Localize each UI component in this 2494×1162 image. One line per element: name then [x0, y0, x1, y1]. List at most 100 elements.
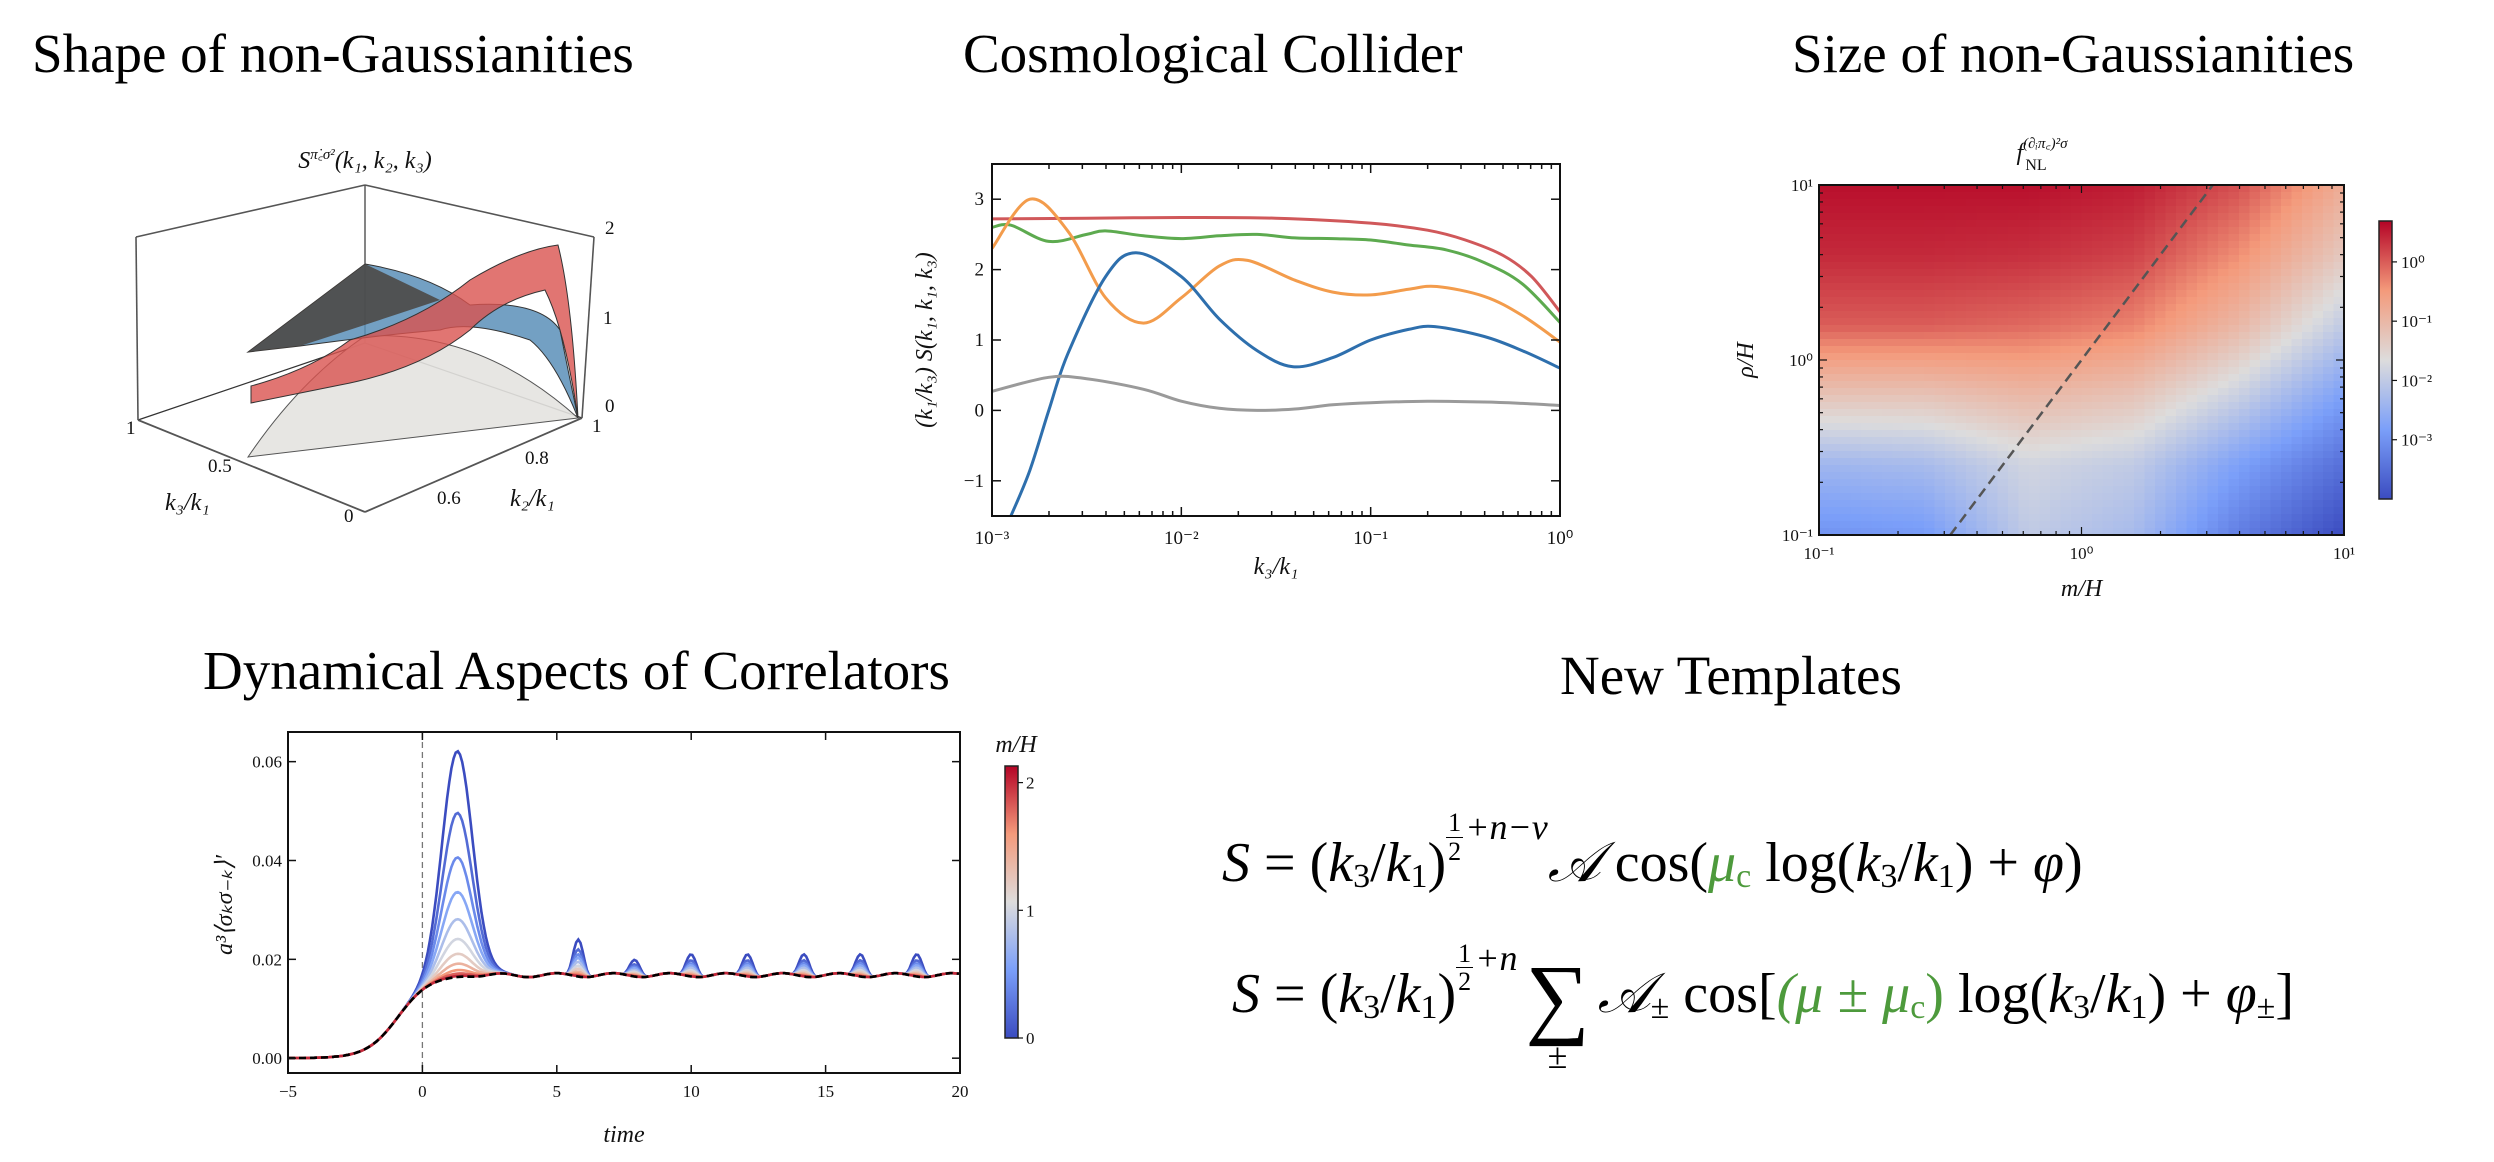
heatmap-cell [2270, 402, 2282, 410]
heatmap-cell [2155, 276, 2167, 284]
heatmap-cell [2144, 332, 2156, 340]
heatmap-cell [2092, 479, 2104, 487]
heatmap-cell [1882, 402, 1894, 410]
heatmap-cell [2207, 227, 2219, 235]
heatmap-cell [2102, 479, 2114, 487]
heatmap-cell [1871, 318, 1883, 326]
heatmap-cell [1997, 199, 2009, 207]
heatmap-cell [1934, 507, 1946, 515]
heatmap-cell [2291, 486, 2303, 494]
heatmap-cell [2323, 276, 2335, 284]
heatmap-cell [2333, 381, 2345, 389]
heatmap-cell [2039, 297, 2051, 305]
heatmap-cell [1955, 409, 1967, 417]
heatmap-cell [2144, 325, 2156, 333]
heatmap-cell [2270, 437, 2282, 445]
heatmap-cell [2071, 451, 2083, 459]
heatmap-cell [1871, 493, 1883, 501]
heatmap-cell [2050, 255, 2062, 263]
heatmap-cell [2281, 318, 2293, 326]
heatmap-cell [1892, 479, 1904, 487]
heatmap-cell [2050, 332, 2062, 340]
heatmap-title: f(∂ᵢπ꜀)²σ NL [2016, 136, 2068, 174]
heatmap-cell [1924, 192, 1936, 200]
heatmap-cell [1903, 276, 1915, 284]
heatmap-cell [1924, 507, 1936, 515]
heatmap-cell [1850, 458, 1862, 466]
heatmap-cell [2270, 262, 2282, 270]
heatmap-cell [1819, 465, 1831, 473]
heatmap-cell [2134, 416, 2146, 424]
heatmap-cell [1850, 388, 1862, 396]
y-tick-label: 0.04 [252, 851, 282, 870]
heatmap-cell [2186, 465, 2198, 473]
heatmap-cell [1903, 381, 1915, 389]
heatmap-cell [1966, 283, 1978, 291]
heatmap-cell [2029, 227, 2041, 235]
heatmap-cell [2239, 423, 2251, 431]
heatmap-cell [1882, 500, 1894, 508]
heatmap-cell [2228, 318, 2240, 326]
heatmap-cell [2155, 409, 2167, 417]
heatmap-cell [2113, 514, 2125, 522]
heatmap-cell [2144, 192, 2156, 200]
heatmap-cell [1913, 388, 1925, 396]
heatmap-cell [2312, 465, 2324, 473]
heatmap-cell [2113, 269, 2125, 277]
heatmap-cell [1987, 283, 1999, 291]
math-token: φ [2225, 962, 2257, 1025]
heatmap-cell [2186, 297, 2198, 305]
heatmap-cell [1913, 332, 1925, 340]
heatmap-cell [1850, 395, 1862, 403]
x-tick-label: 10⁰ [1547, 528, 1574, 549]
heatmap-cell [1871, 325, 1883, 333]
heatmap-cell [2333, 409, 2345, 417]
colorbar-tick-label: 10⁻² [2401, 371, 2432, 390]
heatmap-cell [1966, 381, 1978, 389]
heatmap-cell [1871, 227, 1883, 235]
heatmap-cell [2218, 521, 2230, 529]
heatmap-cell [2270, 416, 2282, 424]
heatmap-cell [1997, 269, 2009, 277]
heatmap-cell [2323, 381, 2335, 389]
heatmap-cell [2270, 213, 2282, 221]
heatmap-cell [1871, 472, 1883, 480]
y-tick-label: 10⁻¹ [1782, 526, 1813, 545]
heatmap-cell [2081, 227, 2093, 235]
heatmap-cell [2249, 297, 2261, 305]
heatmap-cell [2176, 486, 2188, 494]
heatmap-cell [2302, 437, 2314, 445]
heatmap-cell [2155, 325, 2167, 333]
heatmap-cell [2207, 346, 2219, 354]
heatmap-cell [2228, 374, 2240, 382]
heatmap-cell [2260, 451, 2272, 459]
heatmap-cell [2239, 311, 2251, 319]
heatmap-cell [2186, 304, 2198, 312]
heatmap-cell [2260, 465, 2272, 473]
heatmap-cell [2218, 395, 2230, 403]
heatmap-cell [1861, 269, 1873, 277]
heatmap-cell [2249, 234, 2261, 242]
heatmap-cell [2039, 276, 2051, 284]
heatmap-cell [2071, 241, 2083, 249]
heatmap-cell [1840, 234, 1852, 242]
heatmap-cell [1850, 220, 1862, 228]
heatmap-cell [1871, 185, 1883, 193]
colorbar-tick-label: 0 [1026, 1029, 1035, 1048]
heatmap-cell [1955, 339, 1967, 347]
heatmap-cell [2102, 227, 2114, 235]
heatmap-cell [2302, 262, 2314, 270]
heatmap-cell [2228, 486, 2240, 494]
heatmap-cell [1850, 199, 1862, 207]
heatmap-cell [2050, 458, 2062, 466]
heatmap-cell [2270, 248, 2282, 256]
x-tick-label: −5 [279, 1082, 297, 1101]
heatmap-cell [2270, 465, 2282, 473]
series-line-0 [288, 749, 960, 1060]
heatmap-cell [2018, 346, 2030, 354]
heatmap-cell [1945, 325, 1957, 333]
heatmap-cell [2050, 325, 2062, 333]
heatmap-cell [1987, 353, 1999, 361]
z-tick-label: 2 [605, 218, 615, 239]
heatmap-cell [1976, 318, 1988, 326]
